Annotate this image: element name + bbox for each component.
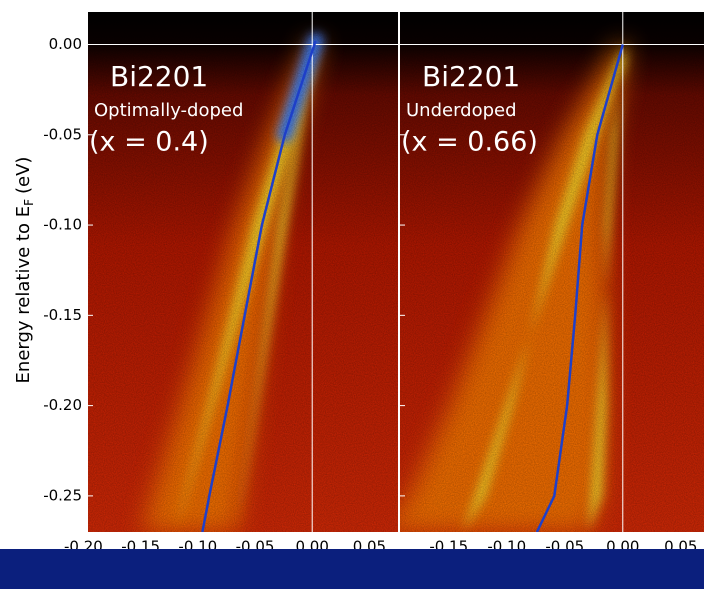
footer-bar (0, 549, 704, 589)
y-axis-label-subscript: F (22, 199, 36, 206)
y-axis-label: Energy relative to EF (eV) (13, 157, 36, 384)
dispersion-line (535, 44, 625, 532)
composition-label: (x = 0.4) (89, 127, 209, 158)
y-tick-label: 0.00 (49, 35, 82, 53)
dispersion-line (201, 40, 317, 532)
doping-label: Optimally-doped (94, 100, 243, 121)
y-tick-label: -0.15 (43, 306, 82, 324)
composition-label: (x = 0.66) (401, 127, 538, 158)
noise (88, 12, 398, 532)
panel (400, 12, 704, 532)
doping-label: Underdoped (406, 100, 517, 121)
y-tick-label: -0.10 (43, 216, 82, 234)
y-tick-label: -0.20 (43, 396, 82, 414)
sample-label: Bi2201 (110, 60, 208, 93)
y-axis-label-unit: (eV) (13, 157, 34, 194)
sample-label: Bi2201 (422, 60, 520, 93)
plots: -0.20 -0.15 -0.10 -0.05 0.00 0.05Bi2201Optima… (13, 12, 704, 556)
noise (400, 12, 704, 532)
y-axis-label-text: Energy relative to E (13, 206, 34, 384)
y-tick-label: -0.25 (43, 486, 82, 504)
y-tick-label: -0.05 (43, 125, 82, 143)
panel (88, 12, 398, 532)
